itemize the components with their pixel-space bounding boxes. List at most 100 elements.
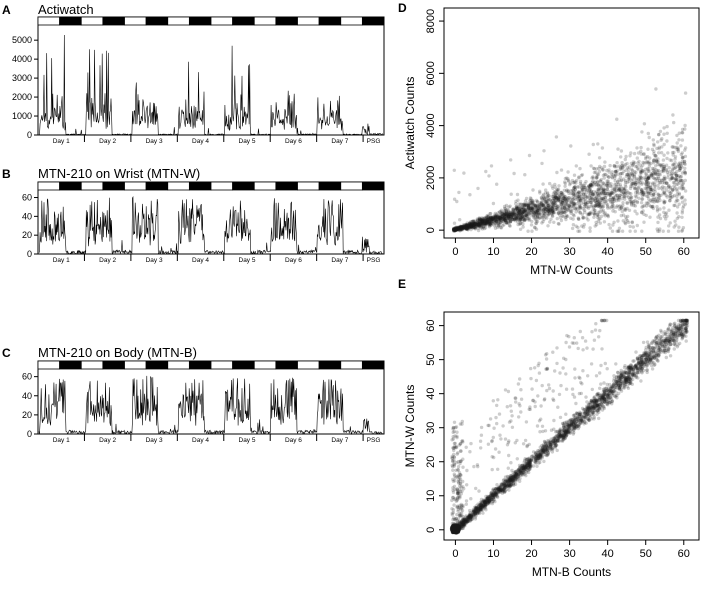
scatter-point (498, 215, 502, 220)
scatter-point (563, 194, 567, 199)
scatter-point (469, 227, 473, 232)
scatter-point (576, 192, 580, 196)
scatter-point (591, 179, 595, 183)
scatter-point (637, 179, 641, 183)
scatter-point (469, 225, 473, 229)
scatter-point (550, 207, 555, 211)
scatter-point (567, 207, 571, 211)
scatter-point (468, 222, 473, 227)
scatter-point (621, 165, 625, 169)
scatter-point (602, 189, 606, 193)
scatter-point (458, 226, 462, 231)
scatter-point (544, 198, 549, 202)
scatter-point (471, 224, 475, 228)
scatter-point (490, 467, 494, 472)
scatter-point (470, 225, 474, 229)
scatter-point (475, 223, 479, 227)
scatter-point (536, 448, 540, 453)
scatter-point (563, 204, 567, 208)
scatter-point (518, 222, 522, 226)
light-period-segment (80, 181, 104, 191)
scatter-point (459, 225, 463, 229)
scatter-point (538, 212, 542, 217)
scatter-point (472, 222, 477, 226)
scatter-point (510, 213, 514, 217)
scatter-point (639, 210, 644, 214)
scatter-point (529, 211, 533, 215)
scatter-point (621, 203, 625, 208)
scatter-point (456, 227, 460, 231)
scatter-point (532, 203, 536, 207)
scatter-point (460, 225, 464, 230)
scatter-point (665, 214, 669, 218)
scatter-point (644, 201, 649, 205)
scatter-point (539, 207, 543, 211)
scatter-point (501, 219, 506, 223)
scatter-point (537, 216, 542, 220)
scatter-point (631, 163, 635, 167)
scatter-point (587, 198, 591, 203)
scatter-point (553, 195, 557, 199)
scatter-point (653, 189, 657, 194)
scatter-point (572, 202, 577, 206)
scatter-point (452, 197, 457, 201)
scatter-point (471, 223, 476, 227)
scatter-point (553, 192, 558, 196)
scatter-point (514, 205, 518, 209)
scatter-point (458, 226, 463, 230)
scatter-point (459, 225, 463, 230)
scatter-point (536, 211, 541, 215)
scatter-point (503, 206, 507, 211)
scatter-point (670, 188, 675, 192)
scatter-point (648, 187, 653, 192)
scatter-point (556, 204, 560, 209)
scatter-point (471, 224, 475, 228)
scatter-point (662, 190, 667, 195)
scatter-point (503, 207, 508, 211)
scatter-point (594, 223, 599, 227)
scatter-point (517, 213, 521, 217)
scatter-point (628, 176, 632, 180)
scatter-point (482, 221, 486, 226)
scatter-point (488, 220, 492, 224)
scatter-point (616, 229, 620, 233)
scatter-point (576, 229, 580, 233)
scatter-point (627, 208, 632, 212)
scatter-point (655, 199, 660, 203)
scatter-point (670, 158, 674, 163)
scatter-point (477, 221, 482, 225)
scatter-point (612, 186, 617, 190)
scatter-point (647, 200, 651, 204)
scatter-point (536, 210, 540, 215)
scatter-point (510, 212, 514, 216)
scatter-point (523, 173, 527, 177)
scatter-point (650, 199, 654, 204)
scatter-point (674, 173, 679, 177)
scatter-point (530, 206, 534, 211)
scatter-point (591, 192, 595, 197)
scatter-point (552, 197, 557, 201)
scatter-point (511, 210, 516, 214)
y-tick-label: 6000 (425, 61, 437, 85)
scatter-point (610, 202, 615, 206)
scatter-point (491, 220, 495, 224)
day-label: Day 2 (99, 437, 116, 444)
scatter-point (622, 385, 626, 390)
scatter-point (456, 465, 461, 469)
scatter-point (453, 228, 458, 232)
scatter-point (549, 201, 553, 205)
scatter-point (492, 455, 496, 460)
scatter-point (589, 204, 594, 209)
scatter-point (469, 224, 474, 228)
scatter-point (593, 183, 597, 187)
x-tick-label: 20 (525, 246, 537, 258)
light-period-segment (297, 360, 320, 370)
scatter-point (668, 158, 672, 162)
scatter-point (675, 141, 679, 145)
scatter-point (542, 209, 547, 213)
scatter-point (679, 196, 684, 200)
scatter-point (516, 222, 520, 227)
scatter-point (504, 216, 508, 220)
scatter-point (650, 188, 654, 192)
scatter-point (583, 197, 587, 201)
